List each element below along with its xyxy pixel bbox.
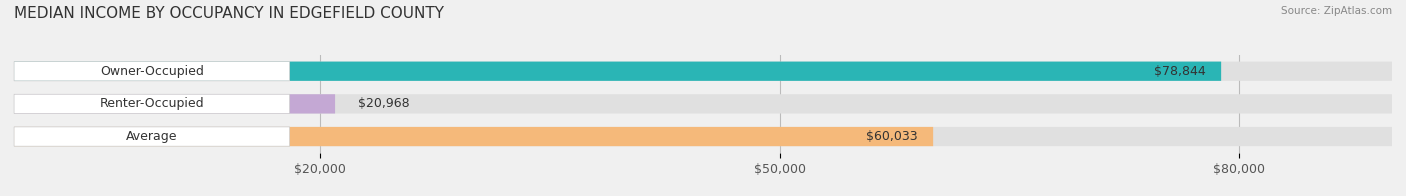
Text: $20,968: $20,968 bbox=[359, 97, 409, 110]
FancyBboxPatch shape bbox=[14, 62, 1222, 81]
Text: MEDIAN INCOME BY OCCUPANCY IN EDGEFIELD COUNTY: MEDIAN INCOME BY OCCUPANCY IN EDGEFIELD … bbox=[14, 6, 444, 21]
FancyBboxPatch shape bbox=[14, 127, 934, 146]
Text: Renter-Occupied: Renter-Occupied bbox=[100, 97, 204, 110]
Text: Owner-Occupied: Owner-Occupied bbox=[100, 65, 204, 78]
FancyBboxPatch shape bbox=[14, 127, 290, 146]
Text: $78,844: $78,844 bbox=[1154, 65, 1206, 78]
Text: Average: Average bbox=[127, 130, 177, 143]
FancyBboxPatch shape bbox=[14, 94, 335, 113]
Text: $60,033: $60,033 bbox=[866, 130, 918, 143]
FancyBboxPatch shape bbox=[14, 94, 1392, 113]
FancyBboxPatch shape bbox=[14, 62, 290, 81]
FancyBboxPatch shape bbox=[14, 94, 290, 113]
Text: Source: ZipAtlas.com: Source: ZipAtlas.com bbox=[1281, 6, 1392, 16]
FancyBboxPatch shape bbox=[14, 62, 1392, 81]
FancyBboxPatch shape bbox=[14, 127, 1392, 146]
